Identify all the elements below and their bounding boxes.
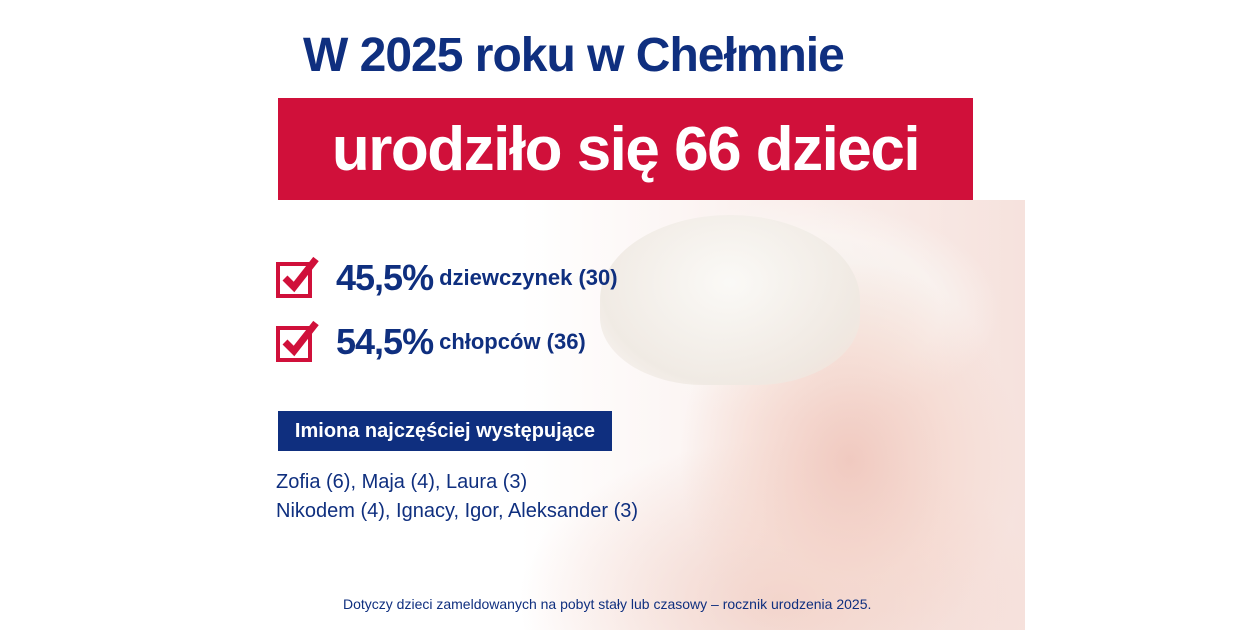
footnote: Dotyczy dzieci zameldowanych na pobyt st…: [343, 596, 872, 612]
girls-names: Zofia (6), Maja (4), Laura (3): [276, 471, 528, 493]
names-heading: Imiona najczęściej występujące: [278, 411, 612, 451]
stat-boys: 54,5% chłopców (36): [276, 320, 586, 364]
headline-banner-text: urodziło się 66 dzieci: [331, 114, 921, 184]
stat-label: chłopców (36): [439, 329, 586, 354]
headline-title: W 2025 roku w Chełmnie: [303, 29, 845, 82]
stat-label: dziewczynek (30): [439, 265, 618, 290]
boys-names: Nikodem (4), Ignacy, Igor, Aleksander (3…: [276, 500, 639, 522]
checkbox-checked-icon: [276, 256, 319, 298]
checkbox-checked-icon: [276, 320, 319, 362]
baby-hat-image: [600, 215, 860, 385]
headline-banner: urodziło się 66 dzieci: [278, 98, 973, 200]
stat-girls: 45,5% dziewczynek (30): [276, 256, 618, 300]
stat-percent: 54,5%: [336, 321, 434, 362]
stat-percent: 45,5%: [336, 257, 434, 298]
